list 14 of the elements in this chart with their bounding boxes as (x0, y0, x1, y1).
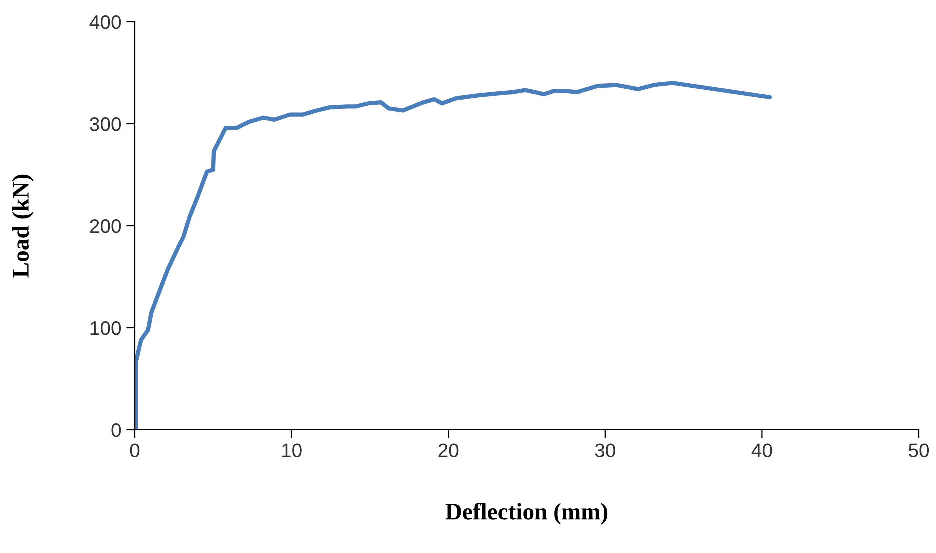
x-tick-label: 10 (282, 444, 302, 458)
y-tick-label: 400 (90, 15, 122, 30)
x-tick-label: 0 (130, 444, 140, 458)
y-tick-label: 0 (112, 423, 122, 438)
y-axis-title: Load (kN) (12, 174, 34, 278)
y-tick-label: 300 (90, 117, 122, 132)
x-tick-label: 50 (908, 444, 930, 458)
x-axis-title: Deflection (mm) (446, 502, 608, 525)
x-tick-label: 40 (752, 444, 772, 458)
x-tick-label: 30 (595, 444, 616, 458)
line-series (135, 81, 772, 430)
y-tick-label: 200 (90, 219, 122, 234)
x-tick-label: 20 (438, 444, 459, 458)
y-tick-label: 100 (90, 321, 122, 336)
